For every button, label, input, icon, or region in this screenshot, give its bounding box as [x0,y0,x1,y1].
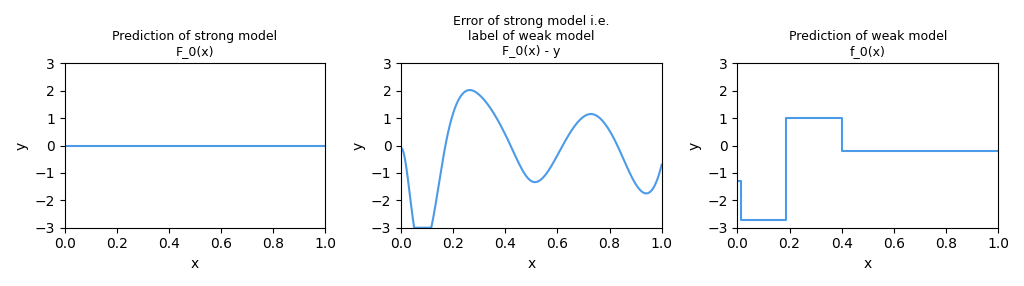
Y-axis label: y: y [688,141,701,150]
Y-axis label: y: y [15,141,29,150]
Title: Prediction of weak model
f_0(x): Prediction of weak model f_0(x) [788,30,947,58]
X-axis label: x: x [190,257,200,271]
X-axis label: x: x [527,257,536,271]
Title: Prediction of strong model
F_0(x): Prediction of strong model F_0(x) [113,30,278,58]
X-axis label: x: x [863,257,871,271]
Title: Error of strong model i.e.
label of weak model
F_0(x) - y: Error of strong model i.e. label of weak… [454,15,609,58]
Y-axis label: y: y [351,141,366,150]
